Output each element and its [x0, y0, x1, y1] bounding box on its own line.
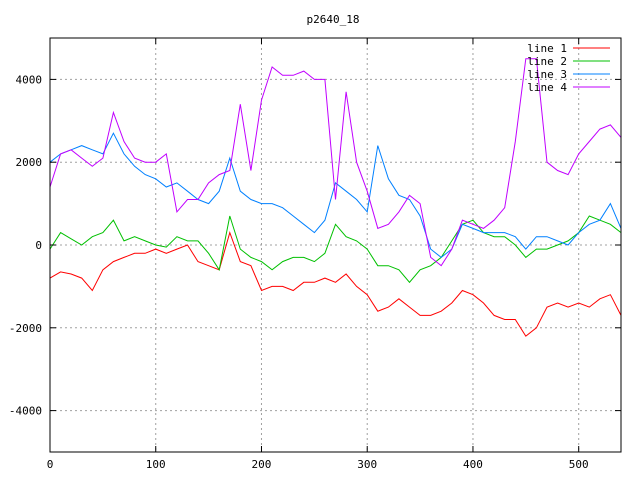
- x-tick-label: 400: [463, 458, 483, 471]
- legend-label: line 2: [527, 55, 567, 68]
- y-tick-label: -2000: [9, 322, 42, 335]
- series-group: [49, 58, 622, 337]
- series-line-2: [49, 215, 622, 284]
- grid: [50, 38, 621, 452]
- x-tick-label: 100: [146, 458, 166, 471]
- y-tick-label: 0: [35, 239, 42, 252]
- y-tick-label: 4000: [16, 73, 43, 86]
- series-line-4: [49, 58, 622, 267]
- chart-title: p2640_18: [307, 13, 360, 26]
- legend-label: line 4: [527, 81, 567, 94]
- x-tick-label: 300: [357, 458, 377, 471]
- axis-ticks: 0 100 200 300 400 500 -4000 -2000 0 2000 4000: [9, 38, 621, 471]
- x-tick-label: 500: [569, 458, 589, 471]
- legend-label: line 3: [527, 68, 567, 81]
- legend-label: line 1: [527, 42, 567, 55]
- series-line-3: [49, 132, 622, 259]
- y-tick-label: -4000: [9, 405, 42, 418]
- x-tick-label: 200: [252, 458, 272, 471]
- y-tick-label: 2000: [16, 156, 43, 169]
- series-line-1: [49, 230, 622, 337]
- x-tick-label: 0: [47, 458, 54, 471]
